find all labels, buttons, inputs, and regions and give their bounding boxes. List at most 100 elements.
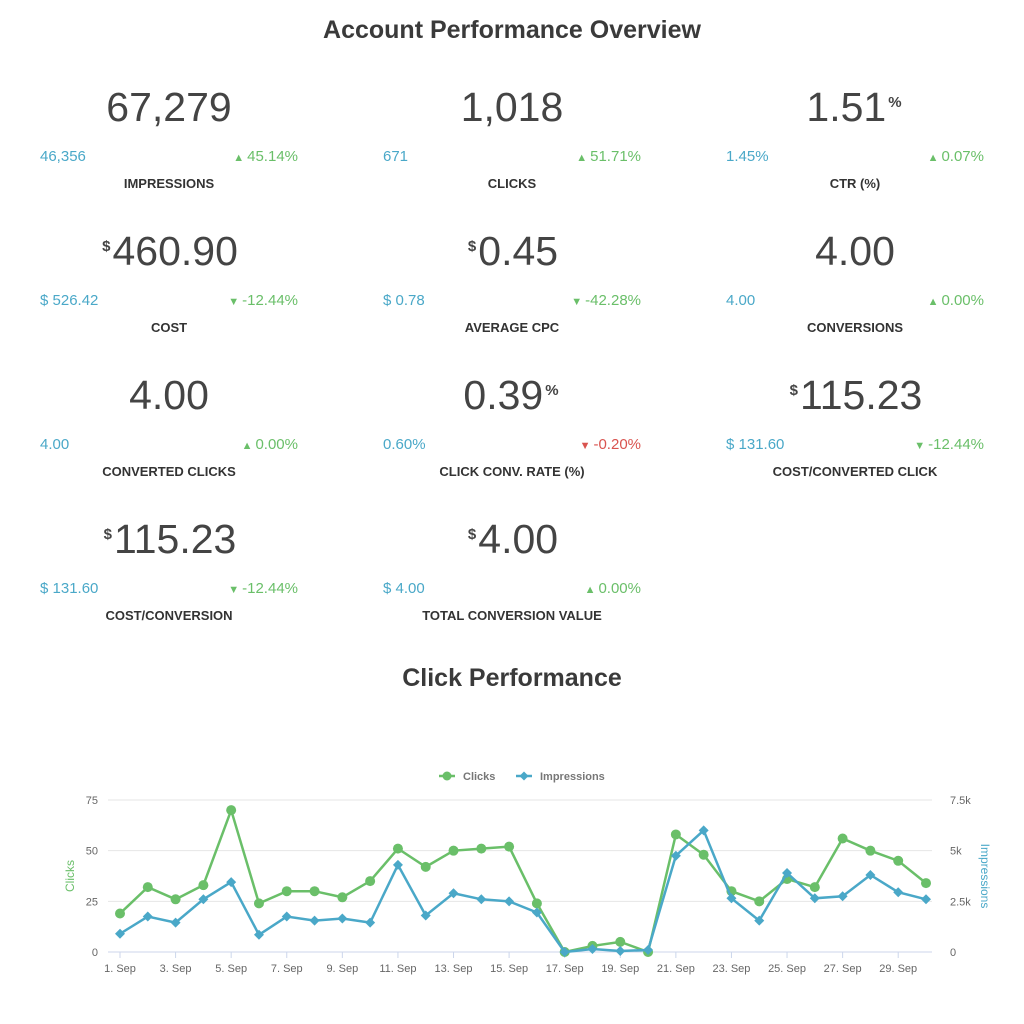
metric-label: CONVERTED CLICKS <box>102 464 236 479</box>
x-tick-label: 17. Sep <box>546 963 584 975</box>
metric-previous-value: $ 0.78 <box>383 292 425 309</box>
metric-value-wrap: $4.00 <box>383 516 641 562</box>
x-tick-label: 5. Sep <box>215 963 247 975</box>
y-left-tick-label: 0 <box>92 947 98 959</box>
data-point <box>448 888 459 899</box>
data-point <box>337 892 348 903</box>
metric-change-value: 45.14% <box>247 148 298 165</box>
metric-label: COST <box>150 320 188 335</box>
triangle-down-icon: ▼ <box>228 584 240 596</box>
metric-previous-value: 46,356 <box>40 148 86 165</box>
legend-label: Impressions <box>540 771 605 783</box>
metric-value: 115.23 <box>799 372 923 418</box>
data-point <box>142 911 153 922</box>
metric-change-value: -12.44% <box>928 436 984 453</box>
metric-change: ▼ -0.20% <box>580 436 641 453</box>
data-point <box>226 805 237 816</box>
metric-change-value: 0.00% <box>598 580 641 597</box>
legend-item-clicks[interactable]: Clicks <box>439 771 495 783</box>
x-tick-label: 7. Sep <box>271 963 303 975</box>
data-point <box>531 907 542 918</box>
metric-label: IMPRESSIONS <box>123 176 215 191</box>
y-right-axis-label: Impressions <box>978 844 992 909</box>
metric-value-wrap: 67,279 <box>40 84 298 130</box>
data-point <box>392 859 403 870</box>
triangle-up-icon: ▲ <box>576 152 588 164</box>
metric-previous-value: 671 <box>383 148 409 165</box>
metric-card: 4.00 4.00 ▲ 0.00% CONVERTED CLICKS <box>40 372 298 502</box>
metric-previous-value: $ 131.60 <box>40 580 99 597</box>
metric-card: 4.00 4.00 ▲ 0.00% CONVERSIONS <box>726 228 984 358</box>
metric-label: AVERAGE CPC <box>464 320 560 335</box>
chart-title: Click Performance <box>402 664 622 692</box>
metric-card: 67,279 46,356 ▲ 45.14% IMPRESSIONS <box>40 84 298 214</box>
data-point <box>476 894 487 905</box>
x-tick-label: 9. Sep <box>326 963 358 975</box>
metric-card: $4.00 $ 4.00 ▲ 0.00% TOTAL CONVERSION VALUE <box>383 516 641 646</box>
data-point <box>226 877 237 888</box>
metric-previous-value: 4.00 <box>40 436 70 453</box>
metric-card: 1.51% 1.45% ▲ 0.07% CTR (%) <box>726 84 984 214</box>
metric-change: ▼ -42.28% <box>571 292 641 309</box>
metric-change-value: -42.28% <box>585 292 641 309</box>
data-point <box>281 886 292 897</box>
metric-value-wrap: $460.90 <box>40 228 298 274</box>
metric-change: ▲ 0.00% <box>928 292 984 309</box>
metric-card: $0.45 $ 0.78 ▼ -42.28% AVERAGE CPC <box>383 228 641 358</box>
metric-value: 0.39 <box>463 372 544 418</box>
series-line-impressions <box>119 828 927 954</box>
series-impressions <box>115 825 931 957</box>
triangle-down-icon: ▼ <box>579 440 591 452</box>
data-point <box>865 869 876 880</box>
x-tick-label: 21. Sep <box>657 963 695 975</box>
y-right-tick-label: 2.5k <box>950 896 971 908</box>
percent-symbol: % <box>888 94 902 111</box>
metric-label: CLICKS <box>487 176 537 191</box>
y-left-axis-label: Clicks <box>63 860 77 892</box>
data-point <box>504 896 515 907</box>
data-point <box>309 915 320 926</box>
metric-change: ▲ 51.71% <box>576 148 641 165</box>
data-point <box>531 898 542 909</box>
metric-change-value: -12.44% <box>242 580 298 597</box>
metric-change-value: 51.71% <box>590 148 641 165</box>
metric-value: 1.51 <box>806 84 887 130</box>
y-left-tick-label: 50 <box>86 846 98 858</box>
metric-previous-value: 0.60% <box>383 436 426 453</box>
metric-label: CTR (%) <box>829 176 881 191</box>
legend-circle-icon <box>442 771 452 781</box>
x-tick-label: 29. Sep <box>879 963 917 975</box>
triangle-up-icon: ▲ <box>233 152 245 164</box>
data-point <box>615 945 626 956</box>
x-tick-label: 19. Sep <box>601 963 639 975</box>
data-point <box>921 894 931 905</box>
x-tick-label: 27. Sep <box>824 963 862 975</box>
metric-value-wrap: $0.45 <box>383 228 641 274</box>
page-title: Account Performance Overview <box>323 16 701 44</box>
data-point <box>198 894 209 905</box>
click-performance-chart: 0 0 25 2.5k 50 5k 75 7.5k Clicks Impressions 1. Se… <box>63 771 992 975</box>
legend-item-impressions[interactable]: Impressions <box>516 771 605 783</box>
metric-value-wrap: 0.39% <box>383 372 641 418</box>
data-point <box>559 947 570 957</box>
data-point <box>170 917 181 928</box>
data-point <box>420 861 431 872</box>
data-point <box>476 843 487 854</box>
triangle-down-icon: ▼ <box>914 440 926 452</box>
triangle-down-icon: ▼ <box>228 296 240 308</box>
data-point <box>837 891 848 902</box>
data-point <box>726 893 737 904</box>
triangle-up-icon: ▲ <box>927 152 939 164</box>
legend-label: Clicks <box>463 771 495 783</box>
metric-change-value: 0.07% <box>941 148 984 165</box>
metric-value-wrap: $115.23 <box>40 516 298 562</box>
metric-card: 0.39% 0.60% ▼ -0.20% CLICK CONV. RATE (%) <box>383 372 641 502</box>
metric-previous-value: 1.45% <box>726 148 769 165</box>
data-point <box>337 913 348 924</box>
metric-previous-value: $ 4.00 <box>383 580 425 597</box>
data-point <box>809 882 820 893</box>
metric-value-wrap: 1.51% <box>726 84 984 130</box>
currency-symbol: $ <box>103 526 112 543</box>
currency-symbol: $ <box>467 526 477 543</box>
data-point <box>754 896 765 907</box>
